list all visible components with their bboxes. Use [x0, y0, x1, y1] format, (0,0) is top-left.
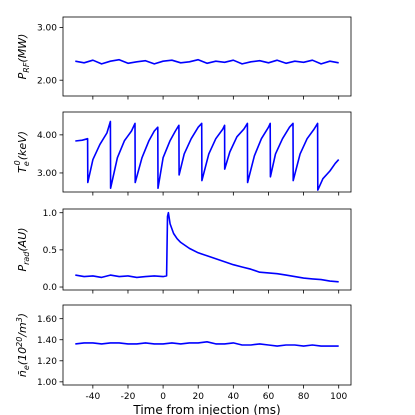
y-tick-label: 0.5 — [43, 246, 57, 256]
y-axis-title: Te0(keV) — [13, 131, 31, 173]
x-tick-label: -40 — [86, 392, 101, 402]
x-tick-label: 0 — [160, 392, 166, 402]
y-axis-title: n̄e(1020/m3) — [15, 313, 31, 377]
y-axis-title: Prad(AU) — [16, 227, 31, 271]
x-tick-label: -20 — [121, 392, 136, 402]
y-tick-label: 1.60 — [37, 315, 57, 325]
series-line — [75, 120, 340, 191]
y-axis-title-part: P — [16, 72, 29, 79]
y-tick-label: 3.00 — [37, 24, 57, 34]
y-tick-label: 3.00 — [37, 169, 57, 179]
y-axis-title-part: T — [16, 165, 29, 173]
y-tick-label: 1.20 — [37, 357, 57, 367]
x-tick-label: 60 — [263, 392, 275, 402]
series-line — [75, 211, 339, 283]
y-axis-title-part: (AU) — [16, 227, 29, 251]
series-line — [75, 340, 339, 347]
y-tick-label: 1.00 — [37, 378, 57, 388]
y-axis-title-part: (keV) — [16, 131, 29, 160]
plot-frame — [62, 16, 352, 97]
y-axis-title-part: /m — [16, 322, 29, 337]
x-tick-label: 20 — [192, 392, 204, 402]
plot-frame — [62, 111, 352, 193]
plot-frame — [62, 304, 352, 386]
panel-1: 2.00 3.00 PRF(MW) — [16, 16, 352, 100]
y-axis-title-part: 3 — [15, 317, 24, 322]
panel-2: 3.00 4.00 Te0(keV) — [13, 111, 352, 196]
y-tick-label: 1.0 — [43, 209, 58, 219]
y-axis-title-part: (MW) — [16, 34, 29, 63]
x-tick-label: 40 — [228, 392, 240, 402]
y-tick-label: 1.40 — [37, 336, 57, 346]
y-tick-label: 0.0 — [43, 283, 58, 293]
y-axis-title-part: e — [22, 365, 31, 370]
y-axis-title-part: n̄ — [16, 370, 29, 377]
y-axis-title-part: RF — [22, 62, 31, 73]
y-axis-title-part: e — [22, 161, 31, 166]
y-axis-title-part: ) — [16, 313, 29, 318]
y-axis-title: PRF(MW) — [16, 34, 31, 80]
y-axis-title-part: (10 — [16, 347, 29, 365]
y-tick-label: 4.00 — [37, 131, 57, 141]
x-axis-title: Time from injection (ms) — [132, 403, 280, 415]
series-line — [75, 58, 339, 65]
panel-4: 1.00 1.20 1.40 1.60 -40 -20 0 20 40 60 80 100 n̄e(10… — [15, 304, 352, 415]
y-axis-title-part: 0 — [13, 160, 22, 165]
y-tick-label: 2.00 — [37, 76, 57, 86]
y-axis-title-part: rad — [22, 251, 31, 265]
y-axis-title-part: 20 — [15, 337, 24, 347]
panel-3: 0.0 0.5 1.0 Prad(AU) — [16, 208, 352, 294]
x-tick-label: 100 — [330, 392, 347, 402]
y-axis-title-part: P — [16, 265, 29, 272]
x-tick-label: 80 — [298, 392, 310, 402]
